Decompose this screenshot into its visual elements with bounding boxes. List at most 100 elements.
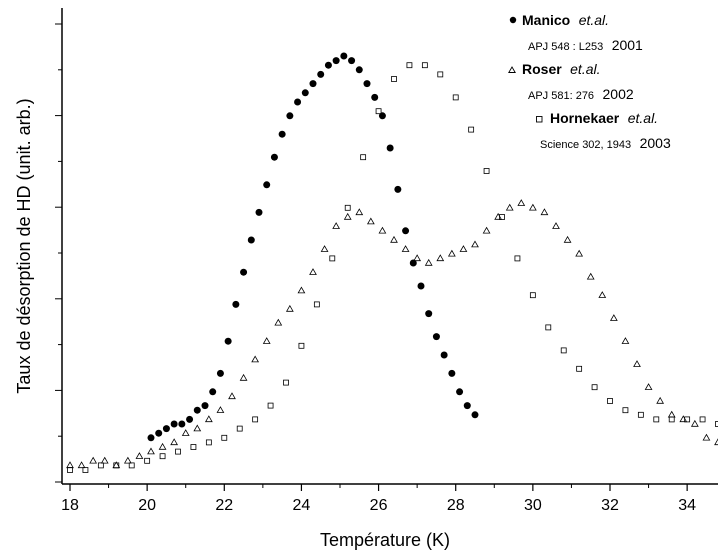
data-point-square — [313, 301, 320, 308]
data-point-circle — [278, 130, 286, 138]
legend-year-manico: 2001 — [612, 37, 643, 53]
data-point-circle — [348, 57, 356, 65]
data-point-triangle — [471, 240, 479, 248]
data-point-circle — [255, 208, 263, 216]
legend-etal-hornekaer: et.al. — [628, 110, 658, 126]
data-point-square — [653, 416, 660, 423]
data-point-circle — [456, 388, 464, 396]
data-point-square — [298, 342, 305, 349]
data-point-circle — [409, 259, 417, 267]
x-tick-label: 20 — [138, 497, 156, 514]
data-point-square — [622, 407, 629, 414]
legend-year-roser: 2002 — [603, 86, 634, 102]
data-point-triangle — [586, 272, 595, 280]
svg-text:Hornekaer et.al.: Hornekaer et.al. — [550, 110, 658, 127]
x-axis-label: Température (K) — [320, 530, 450, 550]
data-point-square — [668, 416, 675, 423]
data-point-triangle — [262, 337, 271, 344]
data-point-circle — [386, 144, 394, 152]
data-point-circle — [448, 369, 456, 377]
data-point-triangle — [401, 245, 410, 252]
data-point-triangle — [274, 318, 283, 326]
data-point-circle — [170, 420, 178, 428]
y-axis-label: Taux de désorption de HD (unit. arb.) — [14, 98, 34, 393]
data-point-circle — [178, 420, 186, 428]
data-point-triangle — [366, 217, 375, 225]
data-point-circle — [186, 415, 194, 423]
data-point-triangle — [251, 355, 260, 363]
data-point-triangle — [621, 337, 630, 344]
series-layer — [66, 52, 718, 473]
data-point-square — [437, 71, 444, 78]
data-point-circle — [155, 429, 163, 437]
data-point-square — [375, 108, 382, 115]
data-point-triangle — [609, 314, 618, 321]
data-point-square — [637, 411, 644, 418]
data-point-square — [684, 416, 691, 423]
data-point-triangle — [459, 245, 468, 252]
data-point-square — [82, 467, 89, 473]
data-point-triangle — [633, 360, 641, 367]
x-tick-label: 28 — [447, 497, 465, 514]
x-tick-label: 18 — [61, 497, 79, 514]
data-point-triangle — [66, 461, 74, 469]
data-point-triangle — [690, 419, 699, 427]
legend-marker-filled-circle — [509, 16, 517, 24]
data-point-circle — [440, 351, 448, 359]
data-point-square — [560, 347, 567, 354]
data-point-circle — [340, 52, 348, 60]
svg-text:Science 302, 1943 2003: Science 302, 1943 2003 — [540, 135, 671, 152]
data-point-triangle — [285, 304, 294, 312]
x-tick-label: 32 — [601, 497, 619, 514]
x-tick-label: 24 — [293, 497, 311, 514]
data-point-triangle — [644, 383, 653, 390]
data-point-triangle — [181, 429, 190, 436]
data-point-triangle — [204, 415, 213, 423]
data-point-triangle — [320, 245, 329, 252]
legend-name-hornekaer: Hornekaer — [550, 110, 620, 126]
legend-entry-hornekaer: Hornekaer et.al. Science 302, 1943 2003 — [536, 110, 671, 152]
data-point-circle — [209, 388, 217, 396]
data-point-triangle — [528, 203, 537, 211]
data-point-square — [699, 416, 706, 423]
data-point-triangle — [158, 442, 167, 450]
data-point-triangle — [656, 396, 665, 404]
data-point-square — [329, 255, 336, 262]
data-point-triangle — [413, 254, 422, 262]
data-point-triangle — [309, 268, 317, 275]
data-point-triangle — [447, 249, 456, 257]
data-point-circle — [162, 425, 170, 433]
data-point-circle — [247, 236, 255, 244]
data-point-square — [514, 255, 521, 262]
data-point-square — [391, 76, 397, 82]
data-point-circle — [355, 66, 363, 74]
legend-etal-manico: et.al. — [579, 12, 609, 28]
data-point-triangle — [100, 456, 109, 464]
data-point-circle — [371, 93, 379, 101]
data-point-square — [468, 126, 475, 133]
data-point-triangle — [228, 392, 236, 400]
data-point-triangle — [482, 226, 491, 234]
data-point-square — [452, 94, 459, 101]
data-point-triangle — [135, 452, 144, 459]
data-point-square — [499, 214, 505, 220]
y-ticks — [55, 23, 62, 483]
legend-name-roser: Roser — [522, 61, 562, 77]
data-point-circle — [317, 70, 325, 78]
data-point-triangle — [332, 222, 341, 229]
series-open-square — [67, 62, 718, 473]
legend-entry-manico: Manico et.al. APJ 548 : L253 2001 — [509, 12, 643, 53]
data-point-circle — [240, 268, 248, 276]
data-point-triangle — [575, 249, 584, 257]
data-point-circle — [417, 282, 425, 290]
data-point-circle — [332, 57, 340, 65]
data-point-triangle — [424, 258, 433, 266]
data-point-circle — [224, 337, 232, 345]
data-point-triangle — [667, 410, 676, 418]
data-point-circle — [309, 80, 317, 88]
legend-etal-roser: et.al. — [570, 61, 600, 77]
data-point-square — [113, 462, 120, 469]
data-point-square — [175, 448, 181, 455]
x-tick-label: 26 — [370, 497, 388, 514]
